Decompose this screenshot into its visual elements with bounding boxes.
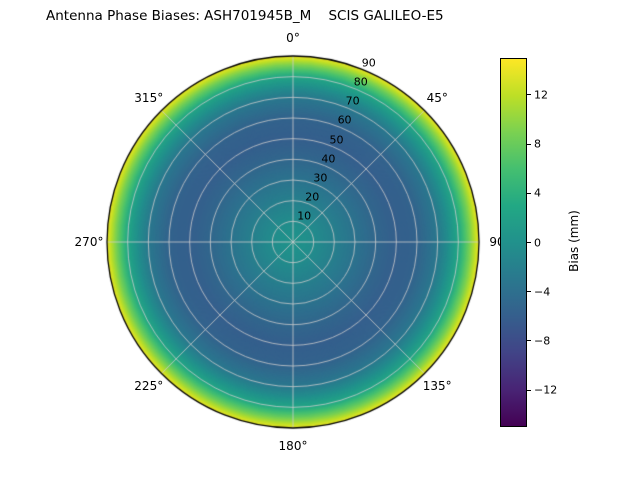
colorbar-tick-label: 4	[534, 186, 541, 200]
colorbar-tick-mark	[527, 143, 531, 145]
angular-tick-label: 225°	[134, 379, 164, 394]
angular-tick-label: 270°	[74, 235, 104, 249]
angular-tick-label: 135°	[422, 379, 452, 394]
colorbar-tick-mark	[527, 242, 531, 243]
radial-tick-label: 70	[345, 94, 360, 108]
colorbar-tick-mark	[527, 340, 531, 342]
angular-tick-label: 180°	[278, 439, 308, 453]
colorbar-tick-mark	[527, 94, 531, 96]
colorbar-tick-mark	[527, 291, 531, 293]
radial-tick-label: 90	[361, 56, 376, 70]
angular-tick-label: 45°	[426, 90, 448, 105]
colorbar-tick-label: 8	[534, 137, 541, 151]
colorbar-tick-label: −4	[534, 285, 551, 299]
colorbar	[500, 58, 527, 427]
colorbar-tick-label: −12	[534, 383, 558, 397]
radial-tick-label: 50	[329, 133, 344, 147]
angular-tick-label: 0°	[286, 31, 300, 45]
radial-tick-label: 20	[305, 190, 320, 204]
angular-tick-label: 315°	[134, 90, 164, 105]
radial-tick-label: 40	[321, 152, 336, 166]
colorbar-tick-label: 12	[534, 88, 548, 102]
colorbar-tick-label: −8	[534, 334, 551, 348]
colorbar-tick-mark	[527, 192, 531, 194]
colorbar-gradient	[501, 59, 526, 426]
colorbar-tick-mark	[527, 389, 531, 391]
radial-tick-label: 30	[313, 171, 328, 185]
colorbar-tick-label: 0	[534, 236, 541, 249]
colorbar-axis-label: Bias (mm)	[567, 210, 581, 272]
radial-tick-label: 10	[297, 209, 312, 223]
radial-tick-label: 60	[337, 113, 352, 127]
radial-tick-label: 80	[353, 75, 368, 89]
